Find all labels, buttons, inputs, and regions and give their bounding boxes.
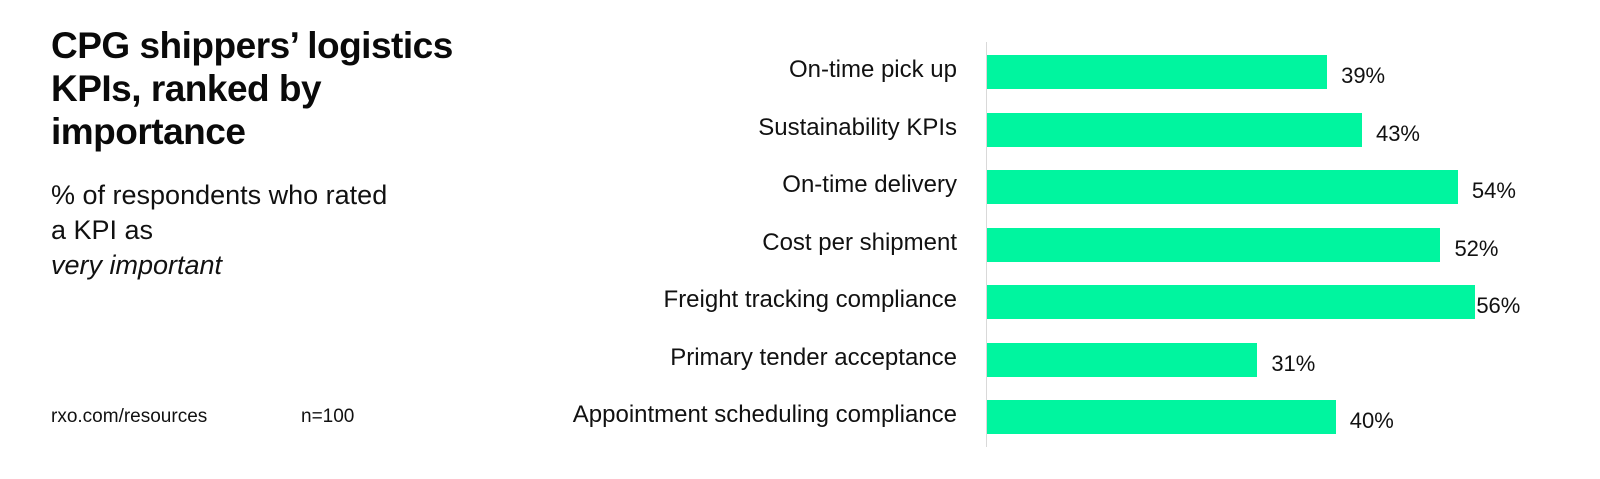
value-label: 54% [1471, 178, 1516, 203]
value-label: 43% [1375, 120, 1420, 146]
subtitle-prefix: % of respondents who rated a KPI as [51, 180, 388, 245]
source-link[interactable]: rxo.com/resources [51, 406, 208, 427]
value-label: 40% [1349, 408, 1394, 433]
y-axis-line [986, 42, 987, 447]
bar [987, 112, 1362, 147]
category-label: On-time pick up [788, 56, 957, 83]
category-label: Freight tracking compliance [663, 286, 957, 313]
bar [987, 285, 1476, 319]
category-label: On-time delivery [782, 171, 957, 198]
category-label: Sustainability KPIs [758, 113, 957, 141]
bar-row: Freight tracking compliance 56% [0, 285, 1600, 319]
bar [987, 342, 1258, 377]
bar-row: Primary tender acceptance 31% [0, 342, 1600, 377]
bar [987, 170, 1458, 204]
chart-title: CPG shippers’ logistics KPIs, ranked by … [51, 25, 453, 152]
value-label: 31% [1271, 350, 1316, 376]
bar-row: On-time pick up 39% [0, 55, 1600, 89]
subtitle-emphasis: very important [51, 250, 223, 280]
bar [987, 227, 1441, 262]
value-label: 39% [1341, 63, 1386, 88]
chart-subtitle: % of respondents who rated a KPI as very… [51, 178, 391, 283]
bar-row: Cost per shipment 52% [0, 227, 1600, 262]
value-label: 52% [1454, 235, 1499, 261]
bar-row: Appointment scheduling compliance 40% [0, 400, 1600, 434]
category-label: Appointment scheduling compliance [572, 401, 957, 428]
value-label: 56% [1476, 293, 1521, 318]
bar-row: On-time delivery 54% [0, 170, 1600, 204]
bar [987, 55, 1328, 89]
bar-row: Sustainability KPIs 43% [0, 112, 1600, 147]
sample-size: n=100 [301, 406, 355, 427]
category-label: Primary tender acceptance [670, 343, 957, 371]
category-label: Cost per shipment [762, 228, 957, 256]
bar [987, 400, 1336, 434]
